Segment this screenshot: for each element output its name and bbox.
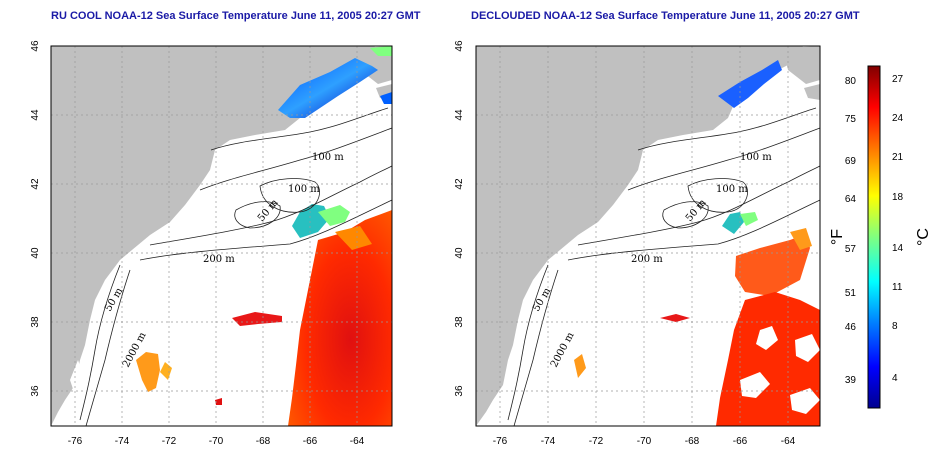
y-tick-42: 42 bbox=[30, 178, 41, 190]
left-map-frame bbox=[50, 45, 393, 427]
x-tick-minus74: -74 bbox=[541, 436, 556, 447]
x-tick-minus68: -68 bbox=[256, 436, 271, 447]
x-tick-minus64: -64 bbox=[350, 436, 365, 447]
right-map-frame bbox=[475, 45, 821, 427]
contour-label-200m: 200 m bbox=[203, 254, 235, 265]
land-mass bbox=[51, 46, 392, 426]
y-tick-46: 46 bbox=[454, 40, 465, 52]
contour-label-200m: 200 m bbox=[631, 254, 663, 265]
celsius-unit-label: °C bbox=[915, 228, 932, 246]
c-tick-21: 21 bbox=[892, 152, 904, 163]
contour-label-100m-b: 100 m bbox=[288, 184, 320, 195]
y-tick-42: 42 bbox=[454, 178, 465, 190]
left-panel-title: RU COOL NOAA-12 Sea Surface Temperature … bbox=[51, 10, 421, 22]
f-tick-75: 75 bbox=[845, 114, 857, 125]
c-tick-14: 14 bbox=[892, 243, 904, 254]
c-tick-4: 4 bbox=[892, 373, 898, 384]
left-y-axis: 46 44 42 40 38 36 bbox=[30, 40, 41, 397]
x-tick-minus70: -70 bbox=[637, 436, 652, 447]
right-panel-title: DECLOUDED NOAA-12 Sea Surface Temperatur… bbox=[471, 10, 860, 22]
bathymetry-contours bbox=[507, 107, 821, 427]
cool-water-patch bbox=[278, 46, 392, 238]
land-mass bbox=[476, 46, 820, 426]
c-tick-11: 11 bbox=[892, 282, 903, 293]
f-tick-64: 64 bbox=[845, 194, 857, 205]
c-tick-24: 24 bbox=[892, 113, 904, 124]
warm-water-mass bbox=[136, 210, 392, 426]
x-tick-minus76: -76 bbox=[68, 436, 83, 447]
contour-label-100m-a: 100 m bbox=[312, 152, 344, 163]
x-tick-minus72: -72 bbox=[589, 436, 604, 447]
x-tick-minus66: -66 bbox=[303, 436, 318, 447]
y-tick-38: 38 bbox=[454, 316, 465, 328]
warm-water-mass bbox=[574, 228, 820, 426]
y-tick-36: 36 bbox=[454, 385, 465, 397]
c-tick-8: 8 bbox=[892, 321, 898, 332]
fahrenheit-ticks: 80 75 69 64 57 51 46 39 bbox=[845, 76, 857, 386]
y-tick-40: 40 bbox=[30, 247, 41, 259]
right-x-axis: -76 -74 -72 -70 -68 -66 -64 bbox=[493, 436, 796, 447]
contour-label-100m-a: 100 m bbox=[740, 152, 772, 163]
colorbar-gradient bbox=[867, 65, 881, 409]
x-tick-minus66: -66 bbox=[733, 436, 748, 447]
left-map-panel: 100 m 100 m 50 m 200 m 50 m 2000 m 46 44… bbox=[30, 40, 393, 447]
y-tick-44: 44 bbox=[454, 109, 465, 121]
y-tick-38: 38 bbox=[30, 316, 41, 328]
x-tick-minus64: -64 bbox=[781, 436, 796, 447]
c-tick-27: 27 bbox=[892, 74, 904, 85]
x-tick-minus76: -76 bbox=[493, 436, 508, 447]
left-x-axis: -76 -74 -72 -70 -68 -66 -64 bbox=[68, 436, 365, 447]
f-tick-57: 57 bbox=[845, 244, 857, 255]
f-tick-80: 80 bbox=[845, 76, 857, 87]
x-tick-minus74: -74 bbox=[115, 436, 130, 447]
celsius-ticks: 27 24 21 18 14 11 8 4 bbox=[892, 74, 904, 384]
f-tick-46: 46 bbox=[845, 322, 857, 333]
right-y-axis: 46 44 42 40 38 36 bbox=[454, 40, 465, 397]
x-tick-minus72: -72 bbox=[162, 436, 177, 447]
f-tick-51: 51 bbox=[845, 288, 857, 299]
y-tick-46: 46 bbox=[30, 40, 41, 52]
lat-lon-grid bbox=[476, 45, 820, 426]
x-tick-minus68: -68 bbox=[685, 436, 700, 447]
y-tick-36: 36 bbox=[30, 385, 41, 397]
right-map-panel: 100 m 100 m 50 m 200 m 50 m 2000 m 46 44… bbox=[454, 40, 821, 447]
f-tick-39: 39 bbox=[845, 375, 857, 386]
f-tick-69: 69 bbox=[845, 156, 857, 167]
y-tick-44: 44 bbox=[30, 109, 41, 121]
y-tick-40: 40 bbox=[454, 247, 465, 259]
temperature-colorbar: 80 75 69 64 57 51 46 39 27 24 21 18 14 1… bbox=[829, 65, 932, 409]
cool-water-patch bbox=[718, 60, 782, 234]
c-tick-18: 18 bbox=[892, 192, 904, 203]
fahrenheit-unit-label: °F bbox=[829, 229, 846, 245]
contour-label-100m-b: 100 m bbox=[716, 184, 748, 195]
x-tick-minus70: -70 bbox=[209, 436, 224, 447]
